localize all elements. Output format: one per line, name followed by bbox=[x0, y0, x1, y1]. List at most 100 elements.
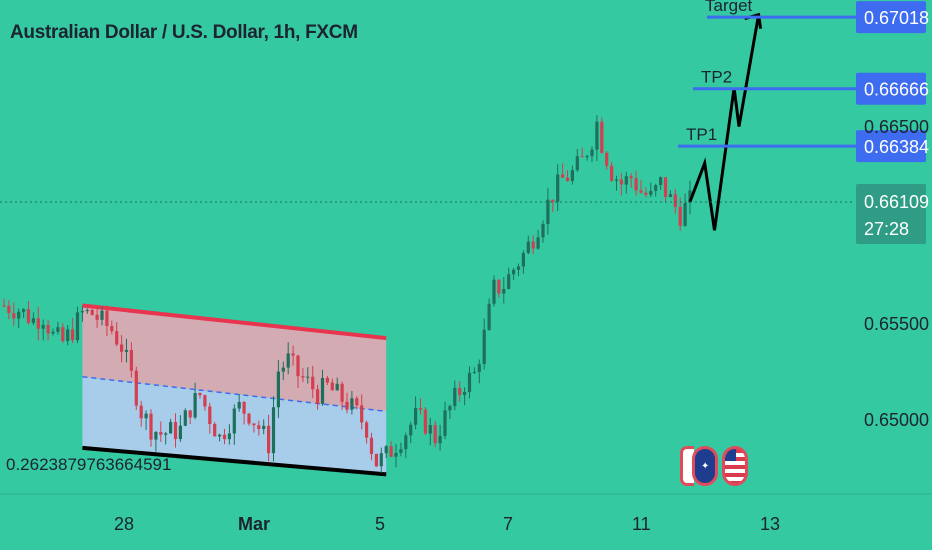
candle-body bbox=[610, 165, 614, 181]
candle-body bbox=[369, 437, 374, 454]
candle-body bbox=[418, 407, 423, 410]
candle-body bbox=[384, 446, 388, 454]
candle-body bbox=[556, 174, 560, 202]
candle-body bbox=[85, 309, 89, 312]
candle-body bbox=[237, 401, 241, 409]
candle-body bbox=[17, 311, 21, 319]
candle-body bbox=[595, 121, 599, 150]
candle-body bbox=[570, 170, 574, 182]
candle-body bbox=[247, 413, 251, 424]
candle-body bbox=[66, 329, 70, 341]
candle-body bbox=[291, 353, 295, 356]
candle-body bbox=[541, 224, 545, 238]
flag-au-icon[interactable] bbox=[692, 446, 718, 486]
candle-body bbox=[36, 318, 40, 329]
candle-body bbox=[634, 178, 638, 191]
projection-line bbox=[688, 14, 761, 231]
candle-body bbox=[512, 269, 516, 275]
candle-body bbox=[438, 435, 442, 444]
candle-body bbox=[198, 393, 202, 396]
target-price-tag bbox=[856, 130, 926, 163]
candle-body bbox=[624, 176, 628, 185]
candle-body bbox=[526, 241, 530, 253]
target-price-tag bbox=[856, 1, 926, 34]
candle-body bbox=[487, 303, 491, 330]
candle-body bbox=[605, 152, 609, 166]
candle-body bbox=[188, 410, 192, 418]
time-axis-label: 11 bbox=[632, 514, 651, 534]
candle-body bbox=[409, 424, 413, 436]
candle-body bbox=[31, 318, 35, 323]
candle-body bbox=[100, 310, 104, 320]
candle-body bbox=[467, 372, 472, 393]
candle-body bbox=[183, 410, 187, 426]
candle-body bbox=[458, 387, 462, 395]
candle-body bbox=[144, 413, 148, 419]
candle-body bbox=[521, 252, 525, 267]
candle-body bbox=[232, 408, 236, 434]
candle-body bbox=[193, 393, 197, 418]
candle-body bbox=[448, 406, 452, 411]
candle-body bbox=[46, 324, 50, 334]
candle-body bbox=[644, 192, 648, 195]
candle-body bbox=[404, 435, 408, 450]
candle-body bbox=[394, 452, 398, 457]
candle-body bbox=[306, 376, 310, 378]
candle-body bbox=[56, 327, 60, 332]
candle-body bbox=[575, 156, 579, 171]
current-price-value: 0.66109 bbox=[864, 192, 929, 212]
candle-body bbox=[340, 383, 344, 402]
candle-body bbox=[80, 311, 84, 313]
candle-body bbox=[134, 370, 138, 406]
candle-body bbox=[173, 421, 178, 440]
candle-body bbox=[433, 425, 437, 444]
candle-body bbox=[374, 453, 378, 467]
candle-body bbox=[414, 407, 418, 425]
candle-body bbox=[360, 405, 364, 423]
candle-body bbox=[619, 179, 623, 185]
candle-body bbox=[325, 377, 329, 383]
channel-note-value: 0.2623879763664591 bbox=[6, 455, 172, 474]
candle-body bbox=[443, 410, 447, 436]
candle-body bbox=[688, 190, 692, 203]
target-price-value: 0.67018 bbox=[864, 8, 929, 28]
countdown-timer: 27:28 bbox=[864, 219, 909, 239]
event-marker-icon[interactable] bbox=[680, 446, 694, 486]
candle-body bbox=[51, 331, 55, 334]
candle-body bbox=[453, 387, 457, 407]
candle-body bbox=[139, 405, 143, 419]
candle-body bbox=[286, 353, 290, 368]
candle-body bbox=[159, 432, 163, 435]
event-icons[interactable] bbox=[680, 446, 748, 486]
candle-body bbox=[7, 305, 11, 314]
candle-body bbox=[629, 176, 633, 179]
candle-body bbox=[41, 324, 45, 329]
candle-body bbox=[614, 179, 619, 181]
time-axis-label: Mar bbox=[238, 514, 270, 534]
candle-body bbox=[178, 425, 182, 440]
candle-body bbox=[124, 350, 129, 352]
candle-body bbox=[492, 279, 496, 304]
candle-body bbox=[516, 266, 521, 270]
candle-body bbox=[423, 409, 427, 434]
candle-body bbox=[477, 364, 481, 372]
candle-body bbox=[213, 423, 217, 437]
candle-body bbox=[350, 398, 354, 410]
candle-body bbox=[678, 206, 682, 226]
candle-body bbox=[311, 376, 315, 390]
candle-body bbox=[271, 407, 276, 454]
price-tick-label: 0.65500 bbox=[864, 314, 929, 334]
price-tick-label: 0.65000 bbox=[864, 410, 929, 430]
candle-body bbox=[580, 156, 584, 158]
candles bbox=[2, 115, 692, 474]
candle-body bbox=[531, 241, 535, 249]
candle-body bbox=[281, 367, 285, 372]
candle-body bbox=[95, 314, 99, 320]
candle-body bbox=[296, 355, 300, 377]
candle-body bbox=[355, 398, 359, 406]
flag-us-icon[interactable] bbox=[722, 446, 748, 486]
candle-body bbox=[389, 446, 393, 457]
candle-body bbox=[12, 313, 16, 319]
candle-body bbox=[590, 149, 594, 157]
